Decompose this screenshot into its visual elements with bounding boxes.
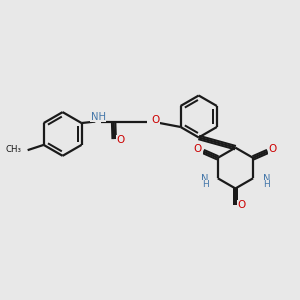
Text: O: O [151, 115, 159, 125]
Text: O: O [194, 144, 202, 154]
Text: O: O [269, 144, 277, 154]
Text: O: O [116, 135, 125, 145]
Text: N: N [263, 174, 271, 184]
Text: CH₃: CH₃ [5, 145, 21, 154]
Text: H: H [263, 180, 270, 189]
Text: N: N [201, 174, 208, 184]
Text: O: O [238, 200, 246, 210]
Text: NH: NH [91, 112, 106, 122]
Text: H: H [202, 180, 208, 189]
